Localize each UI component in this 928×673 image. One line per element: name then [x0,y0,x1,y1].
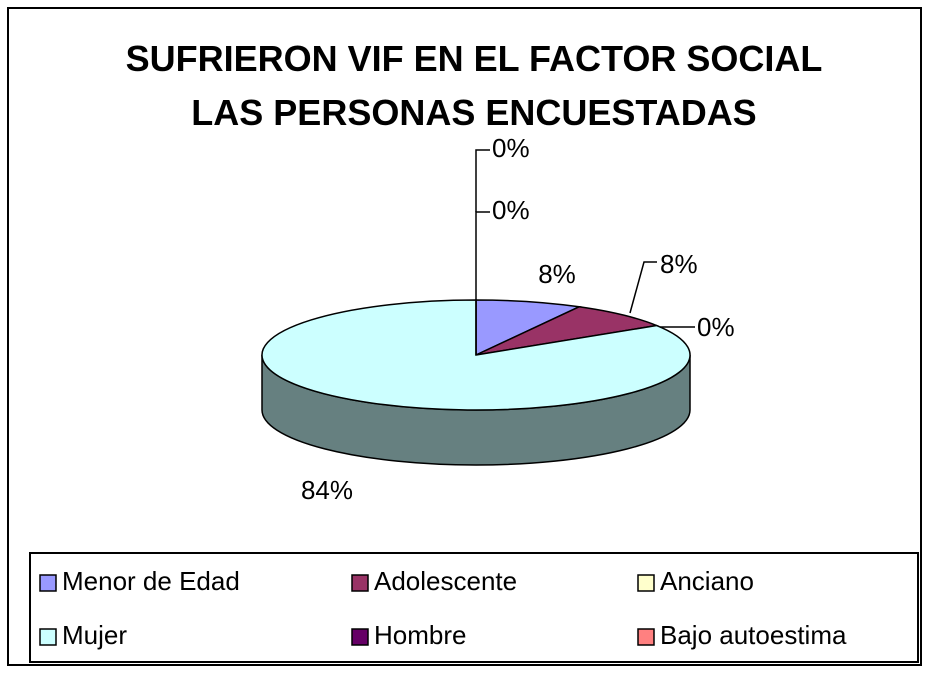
legend-label: Menor de Edad [62,566,240,596]
pie-slice [261,299,691,411]
legend-swatch [351,628,369,646]
data-label: 84% [301,475,353,505]
legend-label: Anciano [660,566,754,596]
legend-swatch [637,628,655,646]
legend-swatch [39,574,57,592]
legend-swatch [351,574,369,592]
legend-label: Hombre [374,620,466,650]
leader-line [629,261,657,314]
legend-swatch [637,574,655,592]
legend-box [29,552,919,663]
legend-label: Mujer [62,620,127,650]
chart-title: SUFRIERON VIF EN EL FACTOR SOCIAL LAS PE… [125,38,823,133]
legend-label: Adolescente [374,566,517,596]
chart-frame [7,7,922,666]
data-label: 0% [697,312,735,342]
legend-label: Bajo autoestima [660,620,847,650]
legend-swatch [39,628,57,646]
pie-slice [475,299,582,357]
leader-line [475,149,490,212]
data-label: 0% [492,133,530,163]
data-label: 8% [538,259,576,289]
data-label: 8% [660,249,698,279]
data-label: 0% [492,195,530,225]
